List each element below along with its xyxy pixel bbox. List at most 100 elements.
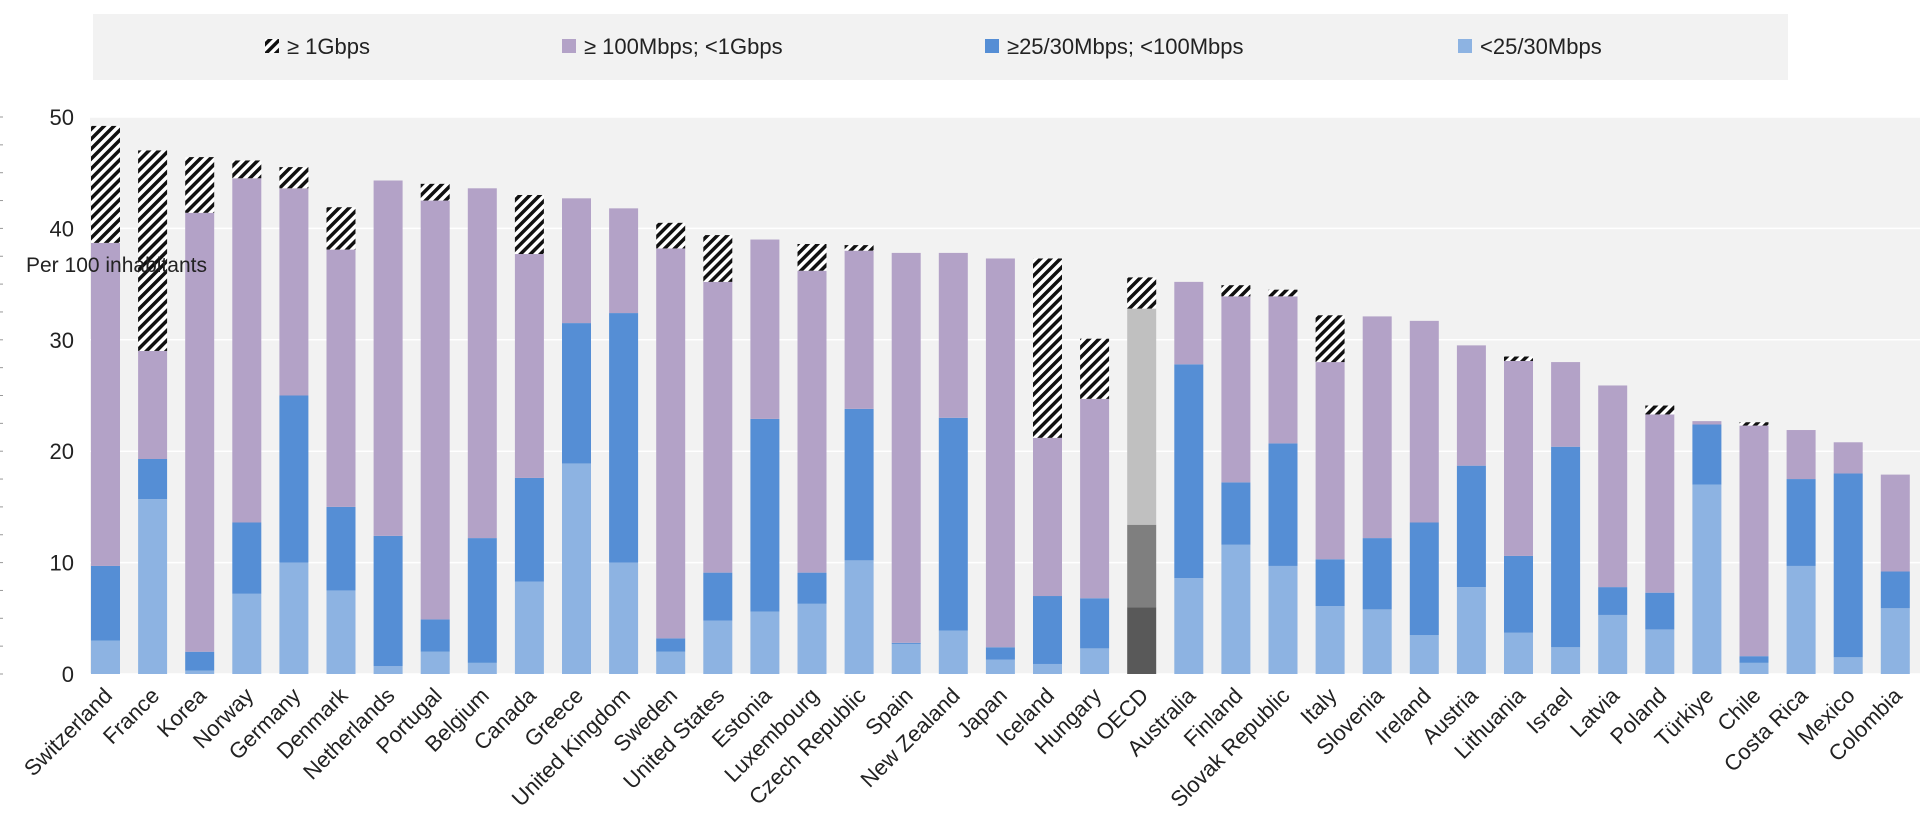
bar-segment [703, 620, 733, 674]
bar-segment [797, 270, 827, 573]
bar-segment [1127, 277, 1157, 309]
y-tick-label: 0 [62, 662, 74, 687]
bar-segment [514, 477, 544, 582]
bar-segment [844, 245, 874, 251]
bar-segment [1645, 629, 1675, 674]
bar-segment [420, 619, 450, 652]
bar-segment [326, 506, 356, 591]
bar-segment [703, 235, 733, 282]
bar-segment [844, 250, 874, 409]
bar-segment [1033, 437, 1062, 597]
bar-segment [185, 157, 215, 213]
bar-segment [138, 458, 168, 500]
bar-segment [1598, 614, 1628, 674]
bar-segment [1409, 522, 1439, 636]
bar-segment [1739, 662, 1769, 674]
bar-segment [609, 208, 639, 314]
bar-segment [891, 643, 921, 674]
bar-segment [326, 590, 356, 674]
bar-segment [373, 180, 403, 536]
bar-segment [514, 194, 544, 255]
legend-swatch [1458, 39, 1472, 53]
bar-segment [1127, 524, 1157, 608]
bar-segment [938, 630, 968, 674]
bar-segment [797, 603, 827, 674]
legend-background [93, 14, 1788, 80]
bar-segment [1645, 592, 1675, 630]
bar-segment [1880, 571, 1910, 609]
bar-segment [1598, 587, 1628, 615]
legend-swatch [265, 39, 279, 53]
bar-segment [232, 160, 262, 179]
bar-segment [562, 463, 591, 674]
bar-segment [656, 248, 686, 639]
bar-segment [1739, 422, 1769, 426]
y-tick-label: 50 [50, 105, 74, 130]
bar-segment [1456, 587, 1486, 674]
bar-segment [1551, 446, 1581, 648]
legend-entry-label: <25/30Mbps [1480, 34, 1602, 59]
bar-segment [1645, 414, 1675, 593]
bar-segment [467, 538, 497, 663]
bar-segment [1833, 442, 1863, 474]
bar-segment [279, 562, 309, 674]
bar-segment [1315, 362, 1345, 560]
bar-segment [1409, 635, 1439, 674]
bar-segment [420, 183, 450, 201]
bar-segment [1080, 338, 1110, 399]
bar-segment [1409, 320, 1439, 523]
bar-segment [1786, 479, 1816, 566]
bar-segment [1504, 555, 1533, 633]
bar-segment [1786, 430, 1816, 480]
legend-entry-label: ≥ 100Mbps; <1Gbps [584, 34, 783, 59]
legend-swatch [562, 39, 576, 53]
bar-segment [562, 323, 591, 464]
bar-segment [1315, 315, 1345, 363]
bar-segment [797, 243, 827, 271]
bar-segment [750, 611, 780, 674]
bar-segment [703, 572, 733, 621]
bar-segment [467, 662, 497, 674]
bar-segment [1645, 405, 1675, 415]
bar-segment [279, 167, 309, 189]
bar-segment [1033, 663, 1062, 674]
y-tick-label: 10 [50, 551, 74, 576]
bar-segment [1880, 608, 1910, 674]
bar-segment [609, 562, 639, 674]
bar-segment [1268, 565, 1298, 674]
bar-segment [1504, 356, 1533, 361]
bar-segment [326, 249, 356, 507]
bar-segment [1221, 544, 1251, 674]
y-axis-ticks: 0 10 20 30 40 50 [0, 105, 74, 687]
bar-segment [91, 125, 120, 243]
bar-segment [1221, 482, 1251, 545]
bar-segment [1362, 316, 1392, 539]
bar-segment [373, 666, 403, 674]
bar-segment [185, 670, 215, 674]
y-axis-unit-label: Per 100 inhabitants [26, 254, 207, 277]
bar-segment [1551, 362, 1581, 447]
bar-segment [138, 499, 168, 674]
bar-segment [91, 242, 120, 566]
bar-segment [1268, 443, 1298, 566]
bar-segment [1315, 606, 1345, 674]
bar-segment [1551, 647, 1581, 674]
bar-segment [891, 642, 921, 644]
bar-segment [185, 651, 215, 671]
bar-segment [232, 593, 262, 674]
bar-segment [891, 252, 921, 643]
bar-segment [1221, 285, 1251, 297]
bar-segment [1362, 609, 1392, 674]
bar-segment [514, 581, 544, 674]
bar-segment [844, 560, 874, 674]
bar-segment [373, 535, 403, 667]
bar-segment [1033, 258, 1062, 438]
y-tick-label: 30 [50, 328, 74, 353]
bar-segment [1174, 578, 1204, 674]
bar-segment [91, 565, 120, 641]
bar-segment [1692, 424, 1722, 485]
bar-segment [656, 651, 686, 674]
bar-segment [1127, 308, 1157, 525]
bar-segment [1221, 296, 1251, 483]
